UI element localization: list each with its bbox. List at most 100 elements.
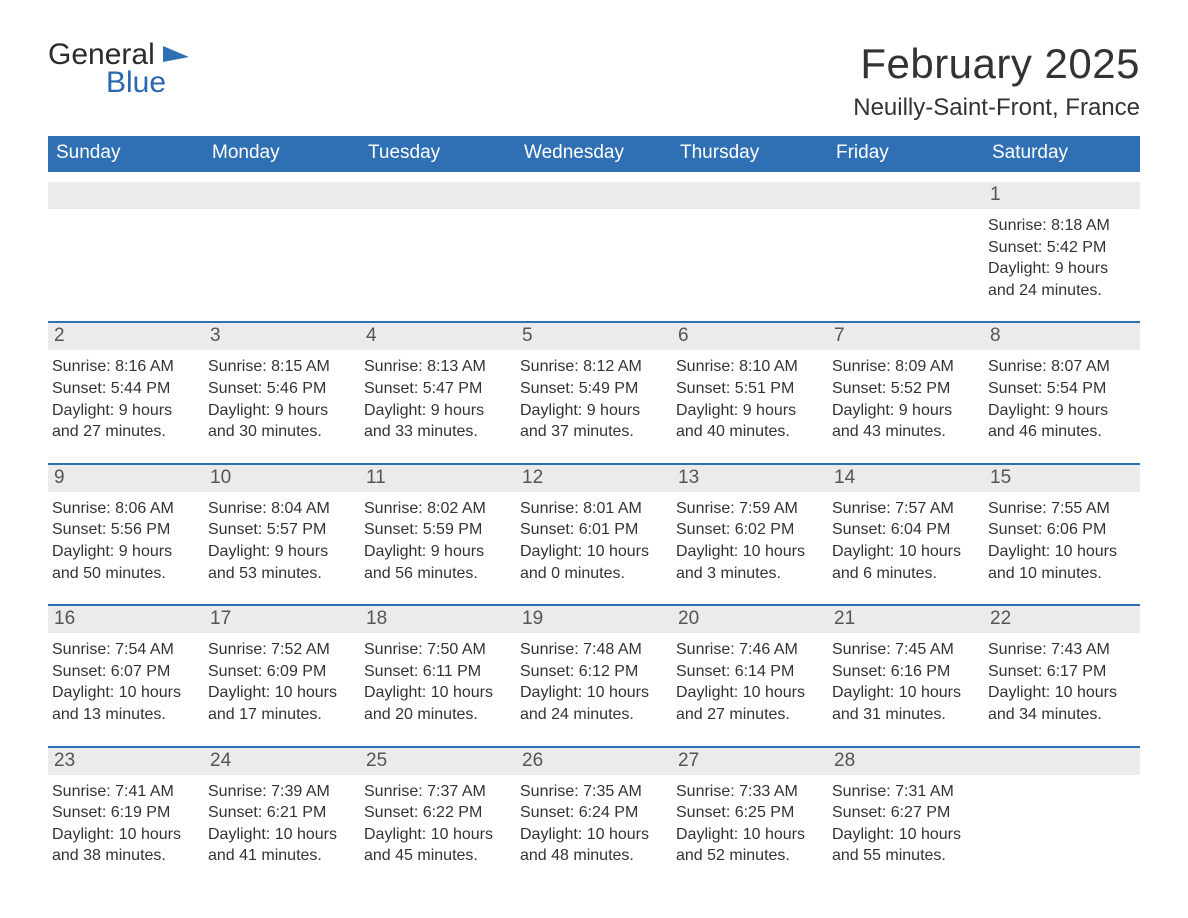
day-cell: 28 Sunrise: 7:31 AMSunset: 6:27 PMDayligh… [828,746,984,877]
daylight-line: Daylight: 9 hours and 53 minutes. [208,541,354,584]
sunrise-line: Sunrise: 8:18 AM [988,215,1134,237]
day-number: 17 [210,608,231,629]
sunrise-line: Sunrise: 8:07 AM [988,356,1134,378]
day-info: Sunrise: 7:52 AMSunset: 6:09 PMDaylight:… [206,639,354,725]
day-info: Sunrise: 7:57 AMSunset: 6:04 PMDaylight:… [830,498,978,584]
day-number: 1 [990,184,1001,205]
day-number: 13 [678,467,699,488]
day-cell: 5Sunrise: 8:12 AMSunset: 5:49 PMDaylight… [516,321,672,452]
day-number: 11 [366,467,386,488]
week-row: 2Sunrise: 8:16 AMSunset: 5:44 PMDaylight… [48,321,1140,452]
daylight-line: Daylight: 9 hours and 40 minutes. [676,400,822,443]
day-cell: 9 Sunrise: 8:06 AMSunset: 5:56 PMDaylight… [48,463,204,594]
sunset-line: Sunset: 6:21 PM [208,802,354,824]
sunset-line: Sunset: 5:47 PM [364,378,510,400]
day-header-sun: Sunday [48,136,204,172]
day-cell: 19Sunrise: 7:48 AMSunset: 6:12 PMDayligh… [516,604,672,735]
sunset-line: Sunset: 6:27 PM [832,802,978,824]
day-header-tue: Tuesday [360,136,516,172]
daylight-line: Daylight: 9 hours and 37 minutes. [520,400,666,443]
day-info: Sunrise: 8:13 AMSunset: 5:47 PMDaylight:… [362,356,510,442]
day-cell: 24Sunrise: 7:39 AMSunset: 6:21 PMDayligh… [204,746,360,877]
day-info: Sunrise: 7:45 AMSunset: 6:16 PMDaylight:… [830,639,978,725]
day-cell: 13Sunrise: 7:59 AMSunset: 6:02 PMDayligh… [672,463,828,594]
day-number: 22 [990,608,1011,629]
day-number: 24 [210,750,231,771]
sunrise-line: Sunrise: 8:06 AM [52,498,198,520]
day-cell: 18Sunrise: 7:50 AMSunset: 6:11 PMDayligh… [360,604,516,735]
week-row: ......1Sunrise: 8:18 AMSunset: 5:42 PMDa… [48,182,1140,311]
logo-text-blue: Blue [106,68,189,98]
sunset-line: Sunset: 6:02 PM [676,519,822,541]
day-cell: 4Sunrise: 8:13 AMSunset: 5:47 PMDaylight… [360,321,516,452]
daylight-line: Daylight: 10 hours and 41 minutes. [208,824,354,867]
sunset-line: Sunset: 6:12 PM [520,661,666,683]
daylight-line: Daylight: 9 hours and 24 minutes. [988,258,1134,301]
sunset-line: Sunset: 6:01 PM [520,519,666,541]
day-info: Sunrise: 8:07 AMSunset: 5:54 PMDaylight:… [986,356,1134,442]
day-info: Sunrise: 8:06 AMSunset: 5:56 PMDaylight:… [50,498,198,584]
day-header-fri: Friday [828,136,984,172]
day-number: 20 [678,608,699,629]
day-number: 15 [990,467,1011,488]
sunrise-line: Sunrise: 7:45 AM [832,639,978,661]
day-header-wed: Wednesday [516,136,672,172]
day-cell: 16Sunrise: 7:54 AMSunset: 6:07 PMDayligh… [48,604,204,735]
weeks-container: ......1Sunrise: 8:18 AMSunset: 5:42 PMDa… [48,182,1140,877]
day-info: Sunrise: 8:09 AMSunset: 5:52 PMDaylight:… [830,356,978,442]
day-header-thu: Thursday [672,136,828,172]
daylight-line: Daylight: 10 hours and 38 minutes. [52,824,198,867]
day-number: 6 [678,325,689,346]
sunset-line: Sunset: 6:06 PM [988,519,1134,541]
sunset-line: Sunset: 6:22 PM [364,802,510,824]
day-cell: 11 Sunrise: 8:02 AMSunset: 5:59 PMDayligh… [360,463,516,594]
logo: General Blue [48,40,189,98]
daylight-line: Daylight: 10 hours and 45 minutes. [364,824,510,867]
day-info: Sunrise: 7:46 AMSunset: 6:14 PMDaylight:… [674,639,822,725]
day-cell: 17 Sunrise: 7:52 AMSunset: 6:09 PMDayligh… [204,604,360,735]
empty-cell: . [828,182,984,311]
sunrise-line: Sunrise: 8:04 AM [208,498,354,520]
empty-cell: . [204,182,360,311]
sunrise-line: Sunrise: 8:12 AM [520,356,666,378]
day-number: 5 [522,325,533,346]
day-info: Sunrise: 8:02 AMSunset: 5:59 PMDaylight:… [362,498,510,584]
sunset-line: Sunset: 6:17 PM [988,661,1134,683]
day-number: 9 [54,467,65,488]
daylight-line: Daylight: 9 hours and 56 minutes. [364,541,510,584]
sunrise-line: Sunrise: 7:57 AM [832,498,978,520]
daylight-line: Daylight: 10 hours and 55 minutes. [832,824,978,867]
daylight-line: Daylight: 10 hours and 10 minutes. [988,541,1134,584]
day-info: Sunrise: 7:41 AMSunset: 6:19 PMDaylight:… [50,781,198,867]
sunrise-line: Sunrise: 8:16 AM [52,356,198,378]
sunset-line: Sunset: 5:42 PM [988,237,1134,259]
sunrise-line: Sunrise: 8:15 AM [208,356,354,378]
daylight-line: Daylight: 9 hours and 30 minutes. [208,400,354,443]
sunset-line: Sunset: 5:46 PM [208,378,354,400]
day-cell: 25Sunrise: 7:37 AMSunset: 6:22 PMDayligh… [360,746,516,877]
sunrise-line: Sunrise: 7:35 AM [520,781,666,803]
header: General Blue February 2025 Neuilly-Saint… [48,40,1140,122]
sunset-line: Sunset: 5:54 PM [988,378,1134,400]
sunset-line: Sunset: 6:16 PM [832,661,978,683]
sunset-line: Sunset: 6:25 PM [676,802,822,824]
day-cell: 2Sunrise: 8:16 AMSunset: 5:44 PMDaylight… [48,321,204,452]
sunrise-line: Sunrise: 7:31 AM [832,781,978,803]
sunrise-line: Sunrise: 8:13 AM [364,356,510,378]
day-info: Sunrise: 7:35 AMSunset: 6:24 PMDaylight:… [518,781,666,867]
day-number: 28 [834,750,855,771]
daylight-line: Daylight: 10 hours and 24 minutes. [520,682,666,725]
empty-cell: . [672,182,828,311]
day-cell: 3Sunrise: 8:15 AMSunset: 5:46 PMDaylight… [204,321,360,452]
day-cell: 20 Sunrise: 7:46 AMSunset: 6:14 PMDayligh… [672,604,828,735]
day-header-sat: Saturday [984,136,1140,172]
empty-cell: . [984,746,1140,877]
day-number: 27 [678,750,699,771]
logo-text: General Blue [48,40,189,98]
day-info: Sunrise: 7:55 AMSunset: 6:06 PMDaylight:… [986,498,1134,584]
daylight-line: Daylight: 10 hours and 0 minutes. [520,541,666,584]
daylight-line: Daylight: 10 hours and 13 minutes. [52,682,198,725]
day-number: 8 [990,325,1001,346]
day-info: Sunrise: 7:48 AMSunset: 6:12 PMDaylight:… [518,639,666,725]
day-info: Sunrise: 8:04 AMSunset: 5:57 PMDaylight:… [206,498,354,584]
